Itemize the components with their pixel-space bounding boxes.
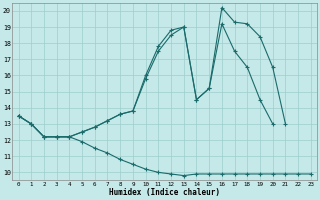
X-axis label: Humidex (Indice chaleur): Humidex (Indice chaleur) (109, 188, 220, 197)
